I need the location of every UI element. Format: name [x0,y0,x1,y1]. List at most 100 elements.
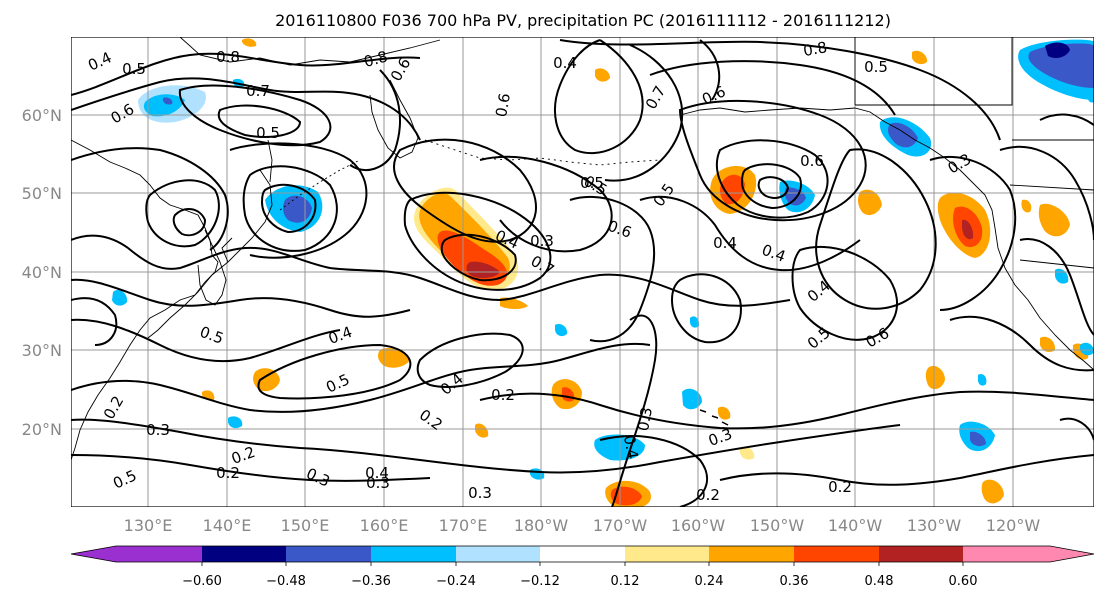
pv-contour [229,142,368,259]
sakhalin-coastline [267,139,273,183]
colorbar-tick-label: 0.60 [949,574,978,589]
contour-label: 0.3 [468,484,492,502]
pv-contour [71,234,791,307]
precip-positive-area [595,68,610,82]
pv-contour [740,163,802,210]
pv-contour [559,39,1001,141]
precip-negative-area [690,316,700,328]
colorbar-segment [625,546,709,562]
pv-contour [172,208,207,237]
lon-label: 140°E [203,516,252,535]
contour-label: 0.2 [696,486,720,504]
contour-label: 0.5 [580,174,604,192]
colorbar-tick-label: −0.36 [351,574,391,589]
pv-contour [479,390,1094,430]
precip-positive-area [475,423,489,438]
pv-contour [569,195,656,343]
pv-contour [719,454,1094,486]
contour-label: 0.4 [620,434,642,461]
japan-coastline [147,169,273,339]
pv-contour [242,165,338,252]
pv-contour [757,176,790,199]
east-siberia-coastline [179,37,441,66]
pv-contour [649,60,896,116]
kamchatka-coastline [369,79,419,159]
precip-positive-area [719,174,745,205]
pv-contour [815,148,937,310]
contour-label: 0.3 [634,406,656,433]
precip-negative-area [1028,43,1094,88]
pv-contour [416,332,524,388]
pv-contour [178,84,332,147]
contour-label: 0.8 [362,47,390,71]
latitude-labels: 60°N 50°N 40°N 30°N 20°N [22,106,62,439]
korea-coastline [197,229,227,306]
lat-label-50n: 50°N [22,184,62,203]
contour-label: 0.2 [491,386,515,404]
pv-contour [440,233,517,282]
colorbar-extend-low [71,546,202,562]
precip-positive-area [962,219,974,240]
precip-positive-area [610,486,642,506]
colorbar-segment [794,546,879,562]
colorbar: −0.60 −0.48 −0.36 −0.24 −0.12 0.12 0.24 … [70,545,1095,589]
lon-label: 120°W [986,516,1041,535]
map-title: 2016110800 F036 700 hPa PV, precipitatio… [275,11,891,30]
colorbar-extend-high [963,546,1094,562]
pv-contour [670,273,742,344]
precip-positive-area [253,368,280,392]
precip-positive-area [740,446,755,460]
contour-label: 0.6 [800,152,824,170]
lon-label: 140°W [828,516,883,535]
precip-positive-area [1021,199,1032,213]
colorbar-segment [540,546,625,562]
pv-contour [71,278,411,318]
lon-label: 130°E [124,516,173,535]
precip-negative-area [977,374,987,386]
pv-contour [71,297,118,346]
colorbar-segment [371,546,456,562]
colorbar-tick-label: 0.12 [611,574,640,589]
contour-label: 0.4 [713,234,737,252]
pv-contour [71,454,431,482]
lat-label-20n: 20°N [22,420,62,439]
colorbar-tick-label: −0.24 [436,574,476,589]
contour-label: 0.4 [365,464,389,482]
contour-label: 0.2 [828,478,852,496]
map-gridlines [71,37,1094,507]
pv-contour [393,138,537,243]
lon-label: 130°W [907,516,962,535]
colorbar-tick-label: −0.48 [266,574,306,589]
precip-positive-area [500,297,528,309]
precip-negative-area [1087,93,1094,103]
precip-negative-area [162,97,173,105]
pv-contour [71,342,651,413]
precip-negative-area [228,416,243,429]
contour-label: 0.5 [864,58,888,76]
pv-contour [699,39,721,101]
precip-positive-area [981,479,1004,504]
precip-positive-area [857,189,882,216]
pv-contours [71,39,1094,507]
pv-contour [71,318,341,363]
precip-positive-area [242,38,257,47]
contour-label: 0.8 [216,48,240,66]
contour-label: 0.2 [216,464,240,482]
pv-contour [257,343,412,400]
contour-label: 0.5 [122,60,146,78]
precip-negative-area [555,324,568,337]
colorbar-segment [456,546,540,562]
pv-contour [217,104,302,138]
precip-negative-area [143,94,185,117]
precip-positive-area [718,406,731,420]
pv-contour [791,245,899,341]
colorbar-outline [70,545,1095,563]
colorbar-tick-label: 0.48 [865,574,894,589]
pv-contour [479,155,613,253]
pv-contour [678,99,867,222]
colorbar-tick-labels: −0.60 −0.48 −0.36 −0.24 −0.12 0.12 0.24 … [182,574,977,589]
contour-label: 0.8 [802,38,829,60]
pv-contour [554,39,644,155]
colorbar-segment [879,546,963,562]
